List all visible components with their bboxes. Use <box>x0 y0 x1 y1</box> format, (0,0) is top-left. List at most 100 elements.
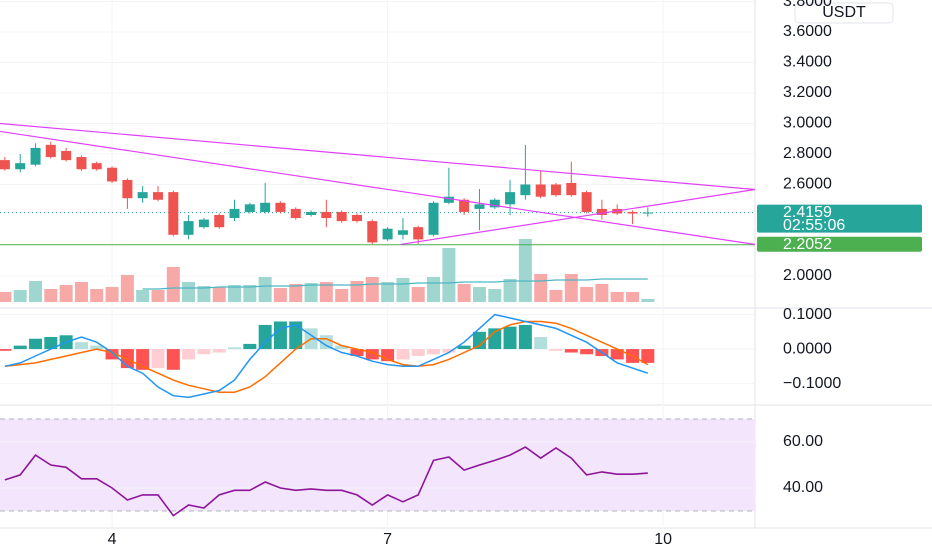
candle-body <box>0 160 10 170</box>
volume-bar <box>381 282 395 302</box>
volume-bar <box>457 284 471 302</box>
histogram-bar <box>13 345 27 350</box>
y-tick-label: 0.1000 <box>783 306 832 323</box>
candle-body <box>367 221 378 243</box>
trendline <box>0 130 755 246</box>
candle-body <box>61 150 72 161</box>
volume-bar <box>105 287 119 302</box>
histogram-bar <box>289 321 303 350</box>
volume-bar <box>258 277 272 302</box>
volume-bar <box>212 287 226 302</box>
volume-bar <box>74 282 88 302</box>
histogram-bar <box>243 343 257 350</box>
candle-body <box>168 192 179 235</box>
candle-body <box>520 184 531 196</box>
volume-bar <box>472 287 486 302</box>
candle-body <box>459 199 470 212</box>
volume-bar <box>273 288 287 302</box>
candle-body <box>443 196 454 203</box>
volume-bar <box>442 248 456 302</box>
histogram-bar <box>166 349 180 370</box>
candle-body <box>321 211 332 219</box>
trendline <box>0 122 755 191</box>
candle-body <box>244 204 255 212</box>
volume-bar <box>151 290 165 302</box>
candle-body <box>336 211 347 222</box>
candle-body <box>382 228 393 240</box>
histogram-bar <box>90 345 104 350</box>
volume-bar <box>243 285 257 302</box>
volume-bar <box>641 299 655 302</box>
histogram-bar <box>182 349 196 360</box>
y-tick-label: 3.4000 <box>783 54 832 71</box>
volume-bar <box>136 290 150 302</box>
histogram-bar <box>488 328 502 350</box>
y-tick-label: 3.2000 <box>783 84 832 101</box>
candle-body <box>505 192 516 205</box>
candle-body <box>214 214 225 228</box>
candle-body <box>152 192 163 200</box>
volume-bar <box>227 285 241 302</box>
volume-bar <box>396 278 410 302</box>
candle-body <box>550 184 561 196</box>
y-tick-label: 40.00 <box>783 479 823 496</box>
candle-body <box>489 199 500 208</box>
price-label-box <box>757 204 922 233</box>
x-tick-label: 7 <box>383 531 392 548</box>
volume-bar <box>0 292 12 302</box>
candle-body <box>566 182 577 196</box>
candle-body <box>428 202 439 235</box>
candle-body <box>642 212 653 214</box>
quote-label[interactable]: USDT <box>822 4 866 21</box>
histogram-bar <box>120 349 134 369</box>
histogram-bar <box>457 345 471 350</box>
volume-bar <box>120 275 134 302</box>
volume-bar <box>365 277 379 302</box>
volume-bar <box>580 287 594 302</box>
x-tick-label: 4 <box>108 531 117 548</box>
histogram-bar <box>442 349 456 353</box>
volume-bar <box>350 281 364 302</box>
candle-body <box>30 147 41 165</box>
candle-body <box>15 163 26 170</box>
volume-bar <box>182 282 196 302</box>
rsi-band <box>0 419 755 511</box>
histogram-bar <box>212 349 226 353</box>
candle-body <box>45 144 56 158</box>
y-tick-label: 0.0000 <box>783 340 832 357</box>
trendline <box>400 188 755 246</box>
plot-area <box>0 0 755 528</box>
candle-body <box>229 208 240 219</box>
rsi-line <box>4 446 648 517</box>
candle-body <box>260 202 271 212</box>
histogram-bar <box>534 336 548 350</box>
histogram-bar <box>564 349 578 353</box>
macd-line <box>4 313 649 399</box>
histogram-bar <box>227 347 241 350</box>
candle-body <box>535 184 546 197</box>
y-tick-label: 3.8000 <box>783 0 832 10</box>
price-label: 2.2052 <box>783 236 832 253</box>
candle-body <box>581 192 592 212</box>
candle-body <box>198 219 209 228</box>
histogram-bar <box>29 338 43 350</box>
histogram-bar <box>641 349 655 363</box>
histogram-bar <box>105 349 119 360</box>
volume-bar <box>197 286 211 302</box>
volume-bar <box>44 289 58 302</box>
volume-bar <box>518 239 532 302</box>
volume-ma-line <box>142 278 648 290</box>
candle-body <box>627 211 638 214</box>
y-tick-label: −0.1000 <box>783 375 841 392</box>
y-tick-label: 2.6000 <box>783 176 832 193</box>
quote-box[interactable] <box>794 2 894 24</box>
price-label-box <box>757 236 922 252</box>
candle-body <box>306 211 317 215</box>
candle-body <box>275 202 286 212</box>
volume-bar <box>289 284 303 302</box>
candle-body <box>596 208 607 215</box>
histogram-bar <box>411 349 425 356</box>
y-tick-label: 3.0000 <box>783 115 832 132</box>
histogram-bar <box>518 324 532 350</box>
